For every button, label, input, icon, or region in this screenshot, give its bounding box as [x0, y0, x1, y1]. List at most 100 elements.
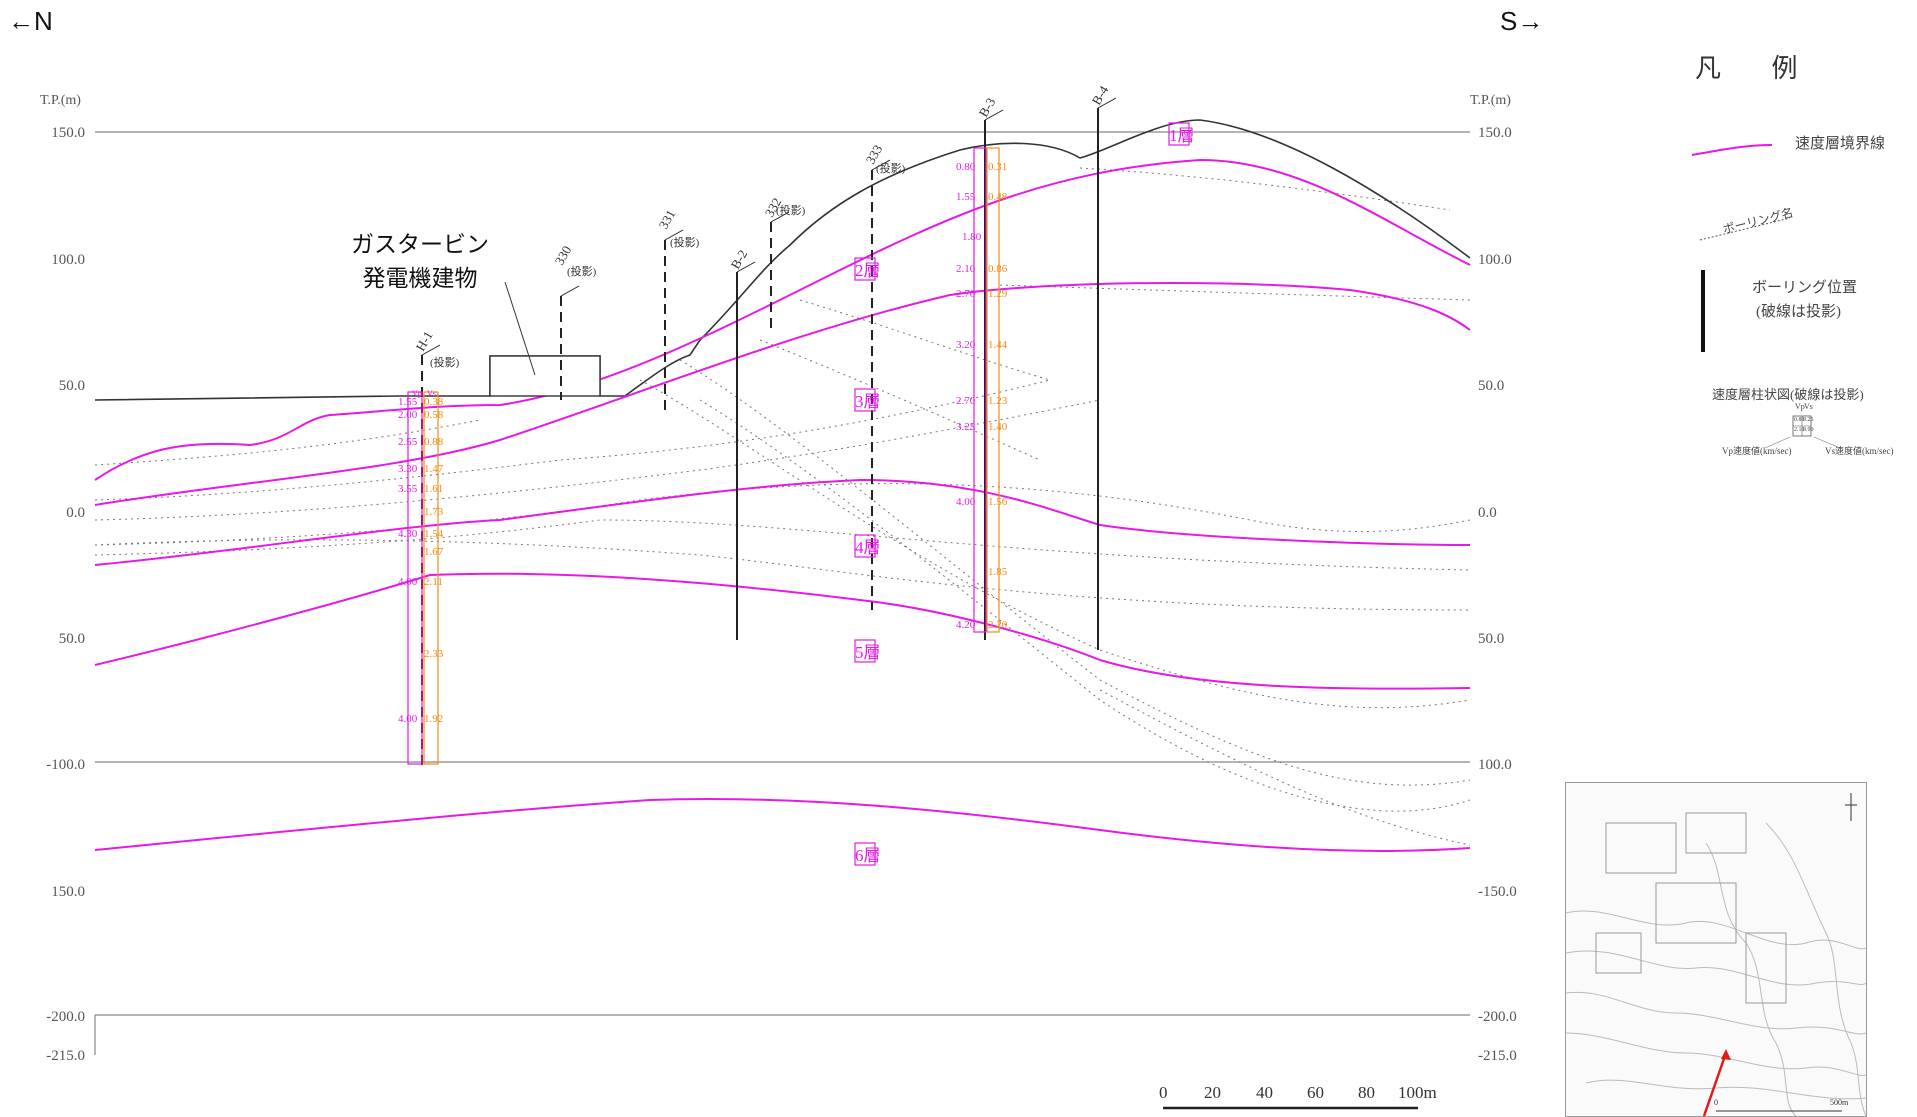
contour-line	[1765, 822, 1866, 1116]
borehole-name-label: B-2	[728, 247, 751, 271]
borehole-name-label: B-4	[1089, 83, 1112, 108]
scale-label: 0	[1159, 1083, 1168, 1102]
vs-column-h1	[423, 391, 439, 765]
right-tick-label: 50.0	[1478, 631, 1504, 647]
vs-value: 0.86	[988, 263, 1008, 275]
vp-value: 2.10	[956, 263, 976, 275]
section-line-marker	[1702, 1052, 1728, 1116]
boundary-6	[94, 798, 1471, 852]
minimap-contours	[1566, 822, 1866, 1116]
right-tick-label: -215.0	[1478, 1048, 1517, 1064]
ground-surface-line	[94, 119, 1471, 401]
contour-line	[1705, 842, 1797, 1116]
left-tick-label: -200.0	[46, 1009, 85, 1025]
vs-value: 0.48	[988, 191, 1008, 203]
legend-vs-label: Vs速度値(km/sec)	[1825, 446, 1894, 456]
vp-column-h1	[407, 391, 423, 765]
vp-value: 4.00	[398, 713, 418, 725]
left-tick-label: 150.0	[51, 125, 85, 141]
legend-sample-value: 0.80	[1794, 417, 1805, 423]
vs-header: Vs	[427, 389, 436, 398]
vs-value: 1.73	[424, 506, 444, 518]
borehole-note-label: (投影)	[776, 203, 806, 217]
stratum-line	[94, 399, 1101, 521]
layer-4-label: 4層	[855, 538, 881, 557]
velocity-values-b3: 0.80 1.55 1.80 2.10 2.70 3.20 2.70 3.25 …	[956, 161, 1008, 631]
contour-line	[1585, 1079, 1866, 1100]
legend-boring-position-label: ボーリング位置	[1752, 280, 1858, 296]
borehole-leader	[871, 159, 891, 171]
building-leader-line	[504, 281, 536, 376]
facility-outline	[1745, 932, 1787, 1004]
borehole-leader	[1097, 97, 1117, 109]
minimap-scale-end: 500m	[1830, 1098, 1849, 1107]
borehole-name-label: B-3	[976, 95, 999, 119]
vp-value: 2.00	[398, 409, 418, 421]
velocity-boundaries	[94, 158, 1471, 852]
legend-title: 凡 例	[1695, 54, 1820, 83]
layer-3-box	[854, 388, 876, 412]
north-direction-label: ←N	[8, 6, 53, 36]
layer-1-box	[1168, 122, 1190, 146]
vs-value: 1.61	[424, 483, 443, 495]
borehole-leader	[984, 109, 1004, 121]
stratum-line	[94, 539, 1471, 611]
layer-6-box	[854, 842, 876, 866]
location-minimap: 0 500m	[1565, 782, 1867, 1117]
vs-value: 1.47	[424, 463, 444, 475]
legend-sample-vs-header: Vs	[1804, 402, 1813, 411]
vs-value: 1.56	[988, 496, 1008, 508]
legend-column-title: 速度層柱状図(破線は投影)	[1712, 387, 1864, 402]
legend-boring-dashed-note: (破線は投影)	[1756, 304, 1841, 320]
stratum-line	[94, 519, 1471, 571]
vs-column-b3	[986, 147, 1000, 633]
minimap-north-arrow	[1845, 793, 1857, 821]
right-tick-label: 0.0	[1478, 505, 1497, 521]
layer-5-label: 5層	[855, 643, 881, 662]
vs-value: 1.40	[988, 421, 1008, 433]
stratum-line	[94, 379, 1051, 501]
vp-column-b3	[973, 147, 987, 633]
vs-value: 0.88	[424, 436, 444, 448]
vp-value: 4.30	[398, 528, 418, 540]
left-tick-label: 50.0	[59, 378, 85, 394]
contour-line	[1566, 991, 1866, 1035]
vp-value: 2.70	[956, 288, 976, 300]
vp-value: 1.80	[962, 231, 982, 243]
vp-value: 2.55	[398, 436, 418, 448]
vs-value: 0.38	[424, 396, 444, 408]
stratum-line	[94, 483, 1471, 546]
scale-label: 100m	[1398, 1083, 1437, 1102]
legend-boundary-sample	[1691, 144, 1773, 156]
layer-3-label: 3層	[855, 392, 881, 411]
vp-value: 1.55	[398, 396, 418, 408]
velocity-column-h1	[407, 147, 1000, 765]
borehole-note-label: (投影)	[876, 161, 906, 175]
minimap-svg: 0 500m	[1566, 793, 1866, 1116]
section-line-arrowhead	[1721, 1049, 1731, 1060]
minimap-scale-start: 0	[1714, 1098, 1718, 1107]
legend-leader-vp	[1764, 436, 1791, 449]
vp-value: 1.55	[956, 191, 976, 203]
borehole-name-label: 330	[552, 243, 575, 267]
right-axis-labels: 150.0 100.0 50.0 0.0 50.0 100.0 -150.0 -…	[1478, 125, 1517, 1064]
building-label: ガスタービン 発電機建物	[320, 228, 520, 296]
vs-value: 1.44	[988, 339, 1008, 351]
vp-value: 4.20	[956, 619, 976, 631]
vp-value: 2.70	[956, 395, 976, 407]
building-label-line2: 発電機建物	[362, 266, 478, 292]
facility-outline	[1605, 822, 1677, 874]
left-axis-title: T.P.(m)	[40, 93, 81, 108]
scale-label: 20	[1204, 1083, 1221, 1102]
legend-sample-vp-header: Vp	[1795, 402, 1805, 411]
left-tick-label: 100.0	[51, 252, 85, 268]
vp-value: 3.30	[398, 463, 418, 475]
legend-leader-vs	[1813, 436, 1841, 449]
facility-outline	[1655, 882, 1737, 944]
left-tick-label: -100.0	[46, 757, 85, 773]
velocity-values-h1: Vp Vs 1.55 2.00 2.55 3.30 3.55 4.30 4.00…	[398, 389, 444, 725]
borehole-note-label: (投影)	[430, 355, 460, 369]
right-axis-title: T.P.(m)	[1470, 93, 1511, 108]
minimap-facilities	[1595, 812, 1787, 1004]
